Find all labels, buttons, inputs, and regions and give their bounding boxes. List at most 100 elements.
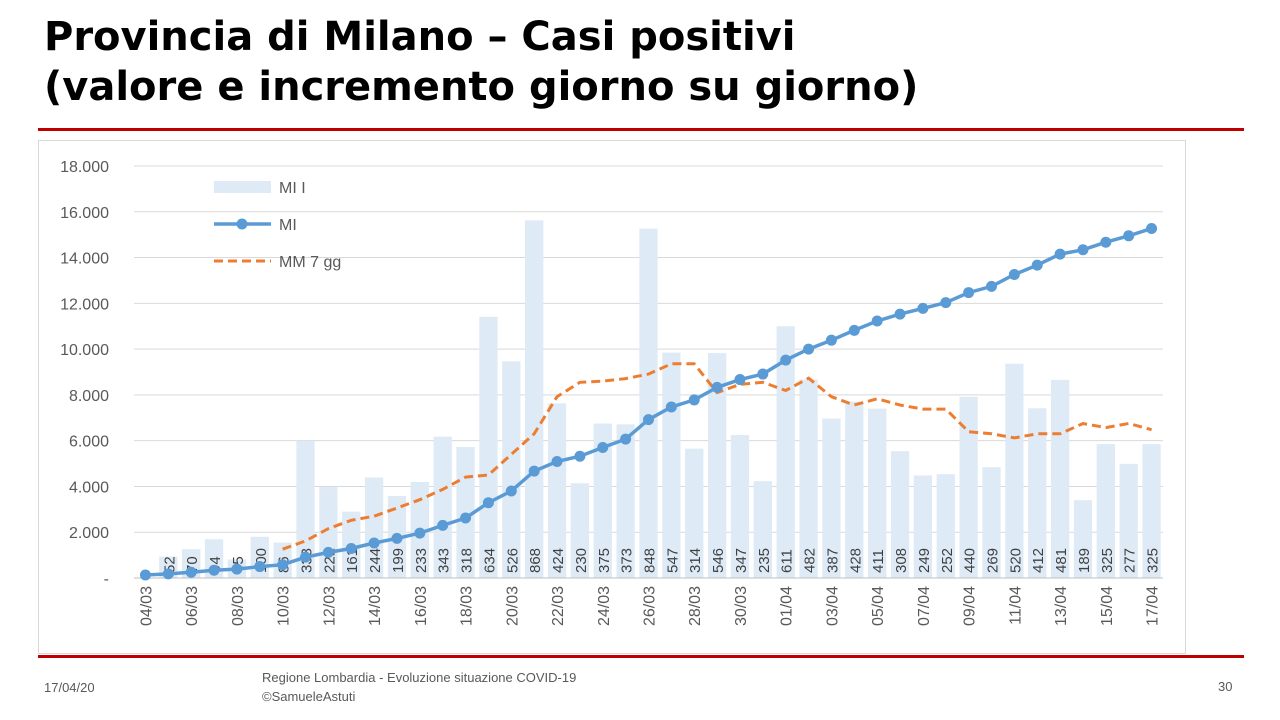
legend-swatch-mi-i xyxy=(214,181,271,193)
legend-label-mi: MI xyxy=(279,217,297,234)
bar xyxy=(456,446,475,578)
series-point-mi xyxy=(894,308,906,320)
series-point-mi xyxy=(917,302,929,314)
data-label: 428 xyxy=(847,548,864,573)
left-axis-tick-label: 16.000 xyxy=(60,205,109,222)
bar xyxy=(433,436,452,578)
series-point-mi xyxy=(803,343,815,355)
left-axis-tick-label: 8.000 xyxy=(69,388,109,405)
bar xyxy=(662,352,681,578)
left-axis-tick-label: 18.000 xyxy=(60,159,109,176)
left-axis-tick-label: 4.000 xyxy=(69,479,109,496)
bar xyxy=(525,220,544,578)
bar xyxy=(685,448,704,578)
left-axis-tick-label: 6.000 xyxy=(69,434,109,451)
data-label: 375 xyxy=(596,548,613,573)
data-label: 373 xyxy=(619,548,636,573)
series-point-mi xyxy=(437,519,449,531)
bar xyxy=(616,424,635,578)
slide-title-line-1: Provincia di Milano – Casi positivi xyxy=(44,14,796,60)
title-divider xyxy=(38,128,1244,131)
bar xyxy=(1073,500,1093,578)
series-point-mi xyxy=(871,315,883,327)
bar xyxy=(753,481,772,578)
x-tick-label: 28/03 xyxy=(687,586,704,626)
data-label: 199 xyxy=(390,548,407,573)
series-point-mi xyxy=(597,442,609,454)
series-point-mi xyxy=(1031,259,1043,271)
series-point-mi xyxy=(277,559,289,571)
bar xyxy=(913,475,933,578)
data-label: 424 xyxy=(550,548,567,573)
bar xyxy=(547,403,567,578)
x-tick-label: 03/04 xyxy=(824,586,841,626)
series-point-mi xyxy=(620,433,632,445)
data-label: 412 xyxy=(1030,548,1047,573)
data-label: 277 xyxy=(1122,548,1139,573)
data-label: 440 xyxy=(962,548,979,573)
x-tick-label: 20/03 xyxy=(504,586,521,626)
series-point-mi xyxy=(1146,222,1158,234)
series-point-mi xyxy=(300,551,311,563)
bar xyxy=(1119,463,1138,578)
data-label: 868 xyxy=(527,548,544,573)
slide-title-line-2: (valore e incremento giorno su giorno) xyxy=(44,64,919,110)
x-tick-label: 26/03 xyxy=(642,586,659,626)
bar xyxy=(593,423,612,578)
bar xyxy=(1142,444,1161,578)
data-label: 848 xyxy=(642,548,659,573)
data-label: 235 xyxy=(756,548,773,573)
bar xyxy=(1028,408,1047,578)
series-point-mi xyxy=(414,527,426,539)
x-tick-label: 18/03 xyxy=(459,586,476,626)
series-point-mi xyxy=(825,334,837,346)
series-point-mi xyxy=(185,566,197,578)
footer-divider xyxy=(38,655,1244,658)
data-label: 230 xyxy=(573,548,590,573)
series-point-mi xyxy=(734,374,746,386)
series-point-mi xyxy=(460,512,472,524)
x-tick-label: 10/03 xyxy=(276,586,293,626)
data-label: 411 xyxy=(870,549,887,573)
bar xyxy=(479,316,498,578)
left-axis-tick-label: 14.000 xyxy=(60,251,109,268)
series-point-mi xyxy=(1123,230,1135,242)
bar xyxy=(570,483,590,578)
series-point-mi xyxy=(711,381,723,393)
footer-source-line-2: ©SamueleAstuti xyxy=(262,689,356,704)
series-point-mi xyxy=(482,497,494,509)
series-point-mi xyxy=(665,401,677,413)
bar xyxy=(502,361,521,578)
series-point-mi xyxy=(1054,248,1066,260)
bar xyxy=(799,379,818,578)
data-label: 314 xyxy=(687,548,704,573)
legend-label-mi-i: MI I xyxy=(279,180,306,197)
x-tick-label: 16/03 xyxy=(413,586,430,626)
x-tick-label: 17/04 xyxy=(1145,586,1162,626)
legend-marker-mi xyxy=(236,218,248,230)
bar xyxy=(868,408,887,578)
series-point-mi xyxy=(368,537,380,549)
x-tick-label: 07/04 xyxy=(916,586,933,626)
series-point-mi xyxy=(322,546,334,558)
series-point-mi xyxy=(391,532,403,544)
left-axis-tick-label: 12.000 xyxy=(60,296,109,313)
series-point-mi xyxy=(1100,236,1112,248)
bar xyxy=(1096,444,1115,578)
x-tick-label: 01/04 xyxy=(779,586,796,626)
bar xyxy=(845,401,864,578)
series-point-mi xyxy=(162,568,174,580)
data-label: 325 xyxy=(1145,548,1162,573)
series-point-mi xyxy=(505,485,517,497)
footer-source: Regione Lombardia - Evoluzione situazion… xyxy=(262,668,576,706)
x-tick-label: 11/04 xyxy=(1007,586,1024,625)
data-label: 520 xyxy=(1007,548,1024,573)
bar xyxy=(890,451,910,578)
data-label: 634 xyxy=(481,548,498,573)
data-label: 244 xyxy=(367,548,384,573)
data-label: 481 xyxy=(1053,548,1070,573)
slide-title: Provincia di Milano – Casi positivi (val… xyxy=(44,12,918,112)
legend-label-mm7gg: MM 7 gg xyxy=(279,254,341,271)
bar xyxy=(982,467,1001,578)
data-label: 189 xyxy=(1076,548,1093,573)
